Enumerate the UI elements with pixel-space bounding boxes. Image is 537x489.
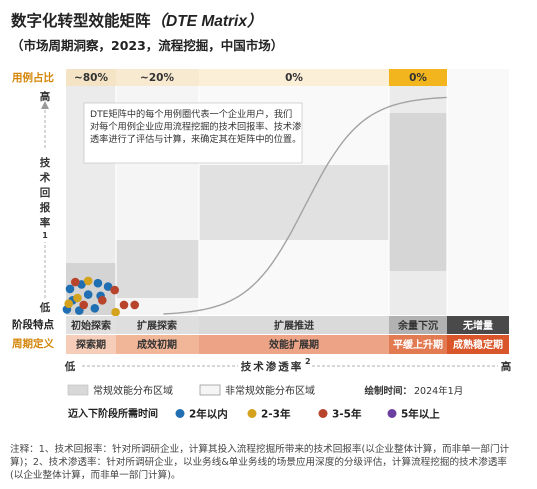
row-label-stage: 阶段特点 xyxy=(12,318,54,331)
data-point-10 xyxy=(90,304,100,313)
data-point-13 xyxy=(64,299,73,309)
period-cell-5 xyxy=(447,335,509,354)
y-axis-title-char-1: 技 xyxy=(40,156,51,169)
usage-cell-4 xyxy=(389,69,447,86)
stage-feature-4: 余量下沉 xyxy=(397,319,438,332)
dte-matrix-chart: 用例占比 ~80% ~20% 0% 0% 高 低 技 术 回 报 率 1 DTE… xyxy=(11,69,512,421)
usage-share-4: 0% xyxy=(409,72,427,84)
usage-share-2: ~20% xyxy=(140,72,174,84)
timing-legend: 2年以内 2-3年 3-5年 5年以上 xyxy=(175,408,440,421)
annotation-line: 对每个用例企业应用流程挖掘的技术回报率、技术渗 xyxy=(90,120,301,132)
regular-region-4 xyxy=(389,113,447,271)
x-axis-title-sup: 2 xyxy=(305,357,311,366)
legend-label-4: 5年以上 xyxy=(401,408,440,421)
data-point-3 xyxy=(93,278,103,288)
period-cell-2 xyxy=(116,335,199,354)
stage-cell-5 xyxy=(447,316,509,334)
usage-share-3: 0% xyxy=(285,72,303,84)
data-point-11 xyxy=(83,276,93,286)
y-axis-high: 高 xyxy=(40,90,51,103)
legend-regular-swatch xyxy=(67,384,89,396)
legend-irregular-label: 非常规效能分布区域 xyxy=(225,384,315,397)
annotation-box xyxy=(83,102,303,164)
period-cell-3 xyxy=(199,335,389,354)
stage-cell-2 xyxy=(116,316,199,334)
stage-cell-4 xyxy=(389,316,447,334)
period-cell-4 xyxy=(389,335,447,354)
period-def-4: 平缓上升期 xyxy=(393,338,443,351)
legend-marker-4 xyxy=(387,409,397,418)
row-label-usage: 用例占比 xyxy=(11,71,54,84)
x-axis-title: 技术渗透率 xyxy=(241,360,304,373)
data-point-15 xyxy=(71,277,80,287)
title-en: （DTE Matrix） xyxy=(150,13,263,30)
x-axis-title-bg xyxy=(238,358,312,374)
column-band-5 xyxy=(447,69,509,315)
data-point-12 xyxy=(73,293,82,303)
scatter-points xyxy=(62,276,139,317)
data-point-19 xyxy=(119,300,129,310)
data-point-1 xyxy=(65,284,75,294)
y-axis-title: 技 术 回 报 率 1 xyxy=(39,156,51,240)
data-point-20 xyxy=(130,300,139,310)
y-axis-title-char-2: 术 xyxy=(39,171,51,184)
legend-regular-label: 常规效能分布区域 xyxy=(93,384,173,397)
y-axis-title-bg xyxy=(36,150,54,242)
period-cell-1 xyxy=(66,335,116,354)
legend-label-1: 2年以内 xyxy=(189,408,228,421)
data-point-17 xyxy=(98,296,107,305)
annotation-text: DTE矩阵中的每个用例圈代表一个企业用户，我们对每个用例企业应用流程挖掘的技术回… xyxy=(90,108,301,145)
data-point-16 xyxy=(79,300,88,310)
s-curve-line xyxy=(163,96,447,315)
y-axis-low: 低 xyxy=(39,301,51,314)
legend-irregular-swatch xyxy=(199,384,221,396)
data-point-4 xyxy=(103,282,113,291)
annotation-line: DTE矩阵中的每个用例圈代表一个企业用户，我们 xyxy=(90,108,292,120)
y-axis-title-char-4: 报 xyxy=(40,201,51,214)
regular-region-2 xyxy=(116,240,199,298)
stage-feature-1: 初始探索 xyxy=(71,319,111,332)
row-label-period: 周期定义 xyxy=(12,337,54,350)
usage-cell-2 xyxy=(116,69,199,86)
x-axis-low: 低 xyxy=(64,360,76,373)
legend-marker-3 xyxy=(318,409,328,418)
stage-cell-3 xyxy=(199,316,389,334)
stage-cell-1 xyxy=(66,316,116,334)
usage-share-1: ~80% xyxy=(74,72,108,84)
regular-region-3 xyxy=(199,165,389,240)
annotation-line: 透率进行了评估与计算，来确定其在矩阵中的位置。 xyxy=(90,133,301,145)
period-def-2: 成效初期 xyxy=(137,338,177,351)
period-def-3: 效能扩展期 xyxy=(269,338,319,351)
period-def-5: 成熟稳定期 xyxy=(453,338,503,351)
chart-subtitle: （市场周期洞察，2023，流程挖掘，中国市场） xyxy=(11,38,284,53)
data-point-14 xyxy=(111,307,120,317)
legend-title: 迈入下阶段所需时间 xyxy=(68,407,158,420)
footnote: 注释：1、技术回报率：针对所调研企业，计算其投入流程挖掘所带来的技术回报率(以企… xyxy=(10,444,510,482)
y-axis-title-char-3: 回 xyxy=(40,187,51,199)
x-axis-high: 高 xyxy=(501,360,512,373)
usage-cell-3 xyxy=(199,69,389,86)
usage-cell-1 xyxy=(66,69,116,86)
title-cn: 数字化转型效能矩阵 xyxy=(11,12,151,30)
stage-feature-3: 扩展推进 xyxy=(274,319,314,332)
y-axis-title-sup: 1 xyxy=(42,231,48,240)
y-axis-arrow-icon xyxy=(41,101,49,109)
legend-marker-2 xyxy=(247,409,257,418)
legend-label-3: 3-5年 xyxy=(332,408,362,421)
draw-time-value: 2024年1月 xyxy=(414,385,463,397)
legend-marker-1 xyxy=(175,409,185,418)
stage-feature-5: 无增量 xyxy=(462,319,493,332)
draw-time-label: 绘制时间： xyxy=(364,385,412,397)
chart-title: 数字化转型效能矩阵（DTE Matrix） xyxy=(11,9,262,31)
data-point-18 xyxy=(110,285,119,295)
legend-label-2: 2-3年 xyxy=(261,408,291,421)
stage-feature-2: 扩展探索 xyxy=(137,319,177,332)
period-def-1: 探索期 xyxy=(76,338,106,351)
data-point-6 xyxy=(83,290,93,299)
y-axis-title-char-5: 率 xyxy=(40,216,51,229)
